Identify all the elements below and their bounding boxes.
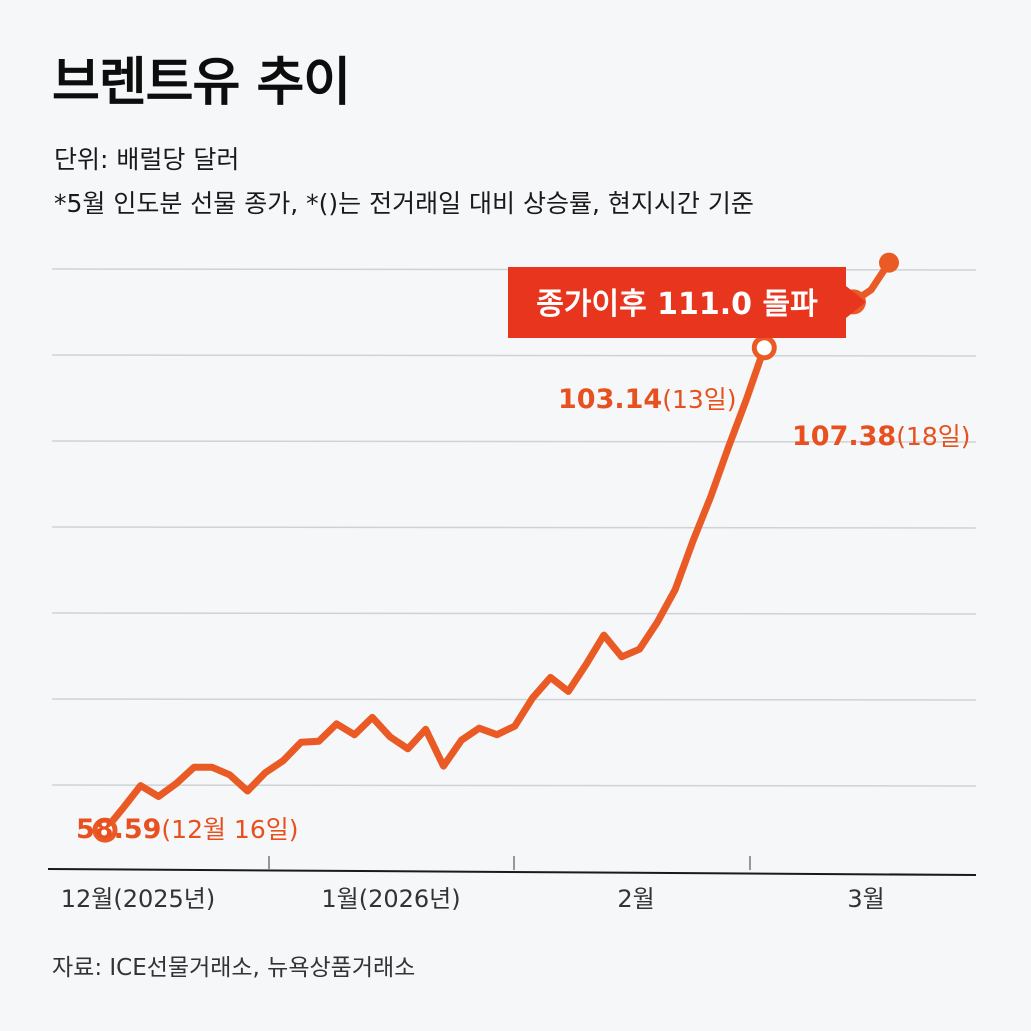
data-point-marker	[92, 817, 118, 843]
chart-title: 브렌트유 추이	[52, 53, 351, 113]
data-point-marker	[751, 335, 777, 361]
x-tick-label: 12월(2025년)	[61, 885, 216, 913]
annotation-start-value: 58.59	[76, 814, 161, 845]
annotation-18-detail: (18일)	[896, 422, 970, 451]
annotation-13: 103.14(13일)	[558, 384, 737, 415]
annotation-start: 58.59(12월 16일)	[76, 814, 298, 845]
callout-badge: 종가이후 111.0 돌파	[508, 267, 866, 338]
x-tick-label: 2월	[617, 885, 654, 913]
annotation-13-detail: (13일)	[662, 385, 736, 414]
annotation-18-value: 107.38	[792, 421, 896, 452]
point-markers	[92, 252, 899, 843]
x-tick-label: 1월(2026년)	[321, 885, 460, 913]
annotation-18: 107.38(18일)	[792, 421, 971, 452]
gridlines	[51, 268, 977, 787]
gridline	[51, 354, 977, 357]
callout-label: 종가이후 111.0 돌파	[536, 287, 818, 322]
latest-point-marker	[879, 252, 899, 273]
gridline	[51, 526, 977, 529]
x-axis	[47, 868, 977, 876]
x-tick-label: 3월	[847, 885, 884, 913]
unit-note: 단위: 배럴당 달러	[54, 145, 240, 174]
brent-price-line	[101, 259, 893, 834]
x-axis-ticks	[268, 856, 751, 870]
annotation-13-value: 103.14	[558, 384, 662, 415]
gridline	[51, 440, 977, 443]
gridline	[51, 698, 977, 701]
gridline	[51, 612, 977, 615]
annotation-start-detail: (12월 16일)	[161, 815, 298, 844]
source-note: 자료: ICE선물거래소, 뉴욕상품거래소	[52, 955, 416, 981]
gridline	[51, 784, 977, 787]
data-note: *5월 인도분 선물 종가, *()는 전거래일 대비 상승률, 현지시간 기준	[54, 189, 754, 218]
callout-box	[508, 267, 846, 338]
callout-arrow	[846, 286, 866, 318]
